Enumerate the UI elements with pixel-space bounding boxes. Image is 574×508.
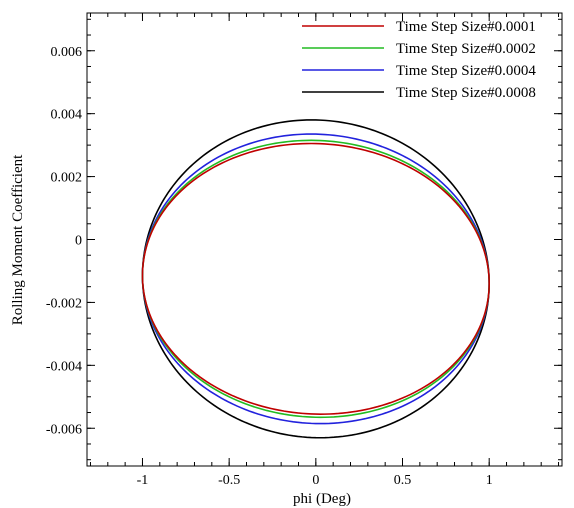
y-axis-title: Rolling Moment Coefficient bbox=[10, 154, 26, 325]
y-tick-label: -0.002 bbox=[46, 296, 82, 311]
y-tick-label: 0.002 bbox=[51, 171, 83, 186]
x-tick-label: 1 bbox=[486, 473, 493, 488]
legend: Time Step Size#0.0001 Time Step Size#0.00… bbox=[302, 19, 536, 101]
y-tick-label: 0.006 bbox=[51, 45, 83, 60]
y-tick-label: -0.006 bbox=[46, 422, 82, 437]
series-curve-1 bbox=[141, 142, 490, 415]
legend-label-2: Time Step Size#0.0002 bbox=[396, 41, 536, 57]
x-tick-label: 0 bbox=[312, 473, 319, 488]
series-curve-4 bbox=[141, 119, 490, 439]
y-tick-label: 0 bbox=[75, 234, 82, 249]
legend-label-1: Time Step Size#0.0001 bbox=[396, 19, 536, 35]
x-tick-label: -1 bbox=[137, 473, 149, 488]
plot-frame bbox=[86, 12, 563, 467]
x-tick-label: 0.5 bbox=[394, 473, 412, 488]
legend-label-3: Time Step Size#0.0004 bbox=[396, 63, 536, 79]
y-tick-label: -0.004 bbox=[46, 359, 82, 374]
series-curve-2 bbox=[141, 139, 490, 419]
x-tick-label: -0.5 bbox=[218, 473, 240, 488]
y-tick-label: 0.004 bbox=[51, 108, 83, 123]
legend-label-4: Time Step Size#0.0008 bbox=[396, 85, 536, 101]
curves bbox=[141, 119, 490, 439]
x-axis-title: phi (Deg) bbox=[293, 491, 351, 507]
ticks: -1 -0.5 0 0.5 1 -0.006 -0.004 -0.002 0 0.002 0.004… bbox=[46, 13, 562, 488]
